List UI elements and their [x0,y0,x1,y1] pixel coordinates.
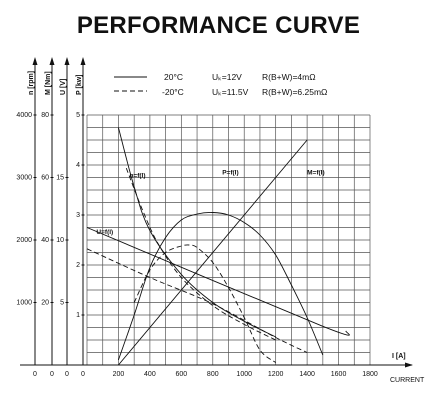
y-tick-label: 2 [76,262,80,269]
curve-nfi-solid [117,127,276,338]
curve-label: M=f(I) [307,169,325,176]
y-axis-label: n [rpm] [28,71,35,95]
x-tick-label: 0 [33,371,37,378]
y-tick-label: 3 [76,212,80,219]
y-tick-label: 4 [76,162,80,169]
y-tick-label: 20 [41,300,49,307]
y-axis-label: P [kw] [76,75,83,96]
curves [86,127,350,366]
curve-labels: n=f(I) P=f(I) M=f(I) U=f(I) [96,169,324,235]
legend-voltage-0: Uₖ=12V [212,72,242,82]
curve-ufi-solid [86,227,350,336]
y-tick-label: 1 [76,312,80,319]
x-tick-label: 0 [50,371,54,378]
chart-title: PERFORMANCE CURVE [76,12,361,39]
y-tick-label: 60 [41,175,49,182]
x-tick-label: 1600 [331,371,347,378]
curve-mfi-solid [118,139,308,366]
y-axis-arrow [64,57,70,65]
curve-label: n=f(I) [129,173,145,180]
legend: 20°C Uₖ=12V R(B+W)=4mΩ -20°C Uₖ=11.5V R(… [114,72,327,97]
y-axis-arrow [49,57,55,65]
curve-ufi-dashed [86,248,308,353]
x-tick-label: 200 [113,371,125,378]
x-tick-label: 0 [65,371,69,378]
legend-temp-1: -20°C [162,87,184,97]
y-tick-label: 5 [60,300,64,307]
curve-label: U=f(I) [96,229,113,236]
x-tick-label: 1200 [268,371,284,378]
legend-resistance-0: R(B+W)=4mΩ [262,72,316,82]
grid [86,114,371,366]
curve-nfi-dashed [125,167,276,341]
curve-pfi-dashed [133,244,276,363]
x-tick-label: 0 [81,371,85,378]
y-axis-label: M [Nm] [45,71,52,95]
x-axis-arrow [405,362,413,368]
y-tick-label: 80 [41,112,49,119]
x-axis-sublabel: CURRENT [390,377,425,384]
y-tick-label: 10 [56,237,64,244]
y-axis-arrow [80,57,86,65]
x-tick-label: 1800 [362,371,378,378]
y-axis-label: U [V] [60,79,67,95]
y-tick-label: 1000 [16,300,32,307]
legend-voltage-1: Uₖ=11.5V [212,87,249,97]
y-tick-label: 2000 [16,237,32,244]
axes [20,57,413,368]
x-tick-label: 800 [207,371,219,378]
y-tick-label: 40 [41,237,49,244]
x-tick-label: 400 [144,371,156,378]
legend-resistance-1: R(B+W)=6.25mΩ [262,87,327,97]
y-tick-label: 15 [56,175,64,182]
x-tick-label: 600 [175,371,187,378]
y-tick-label: 5 [76,112,80,119]
y-axis-arrow [32,57,38,65]
curve-pfi-solid [117,212,324,361]
x-axis-label: I [A] [392,353,406,360]
y-tick-label: 4000 [16,112,32,119]
x-tick-label: 1400 [299,371,315,378]
y-tick-label: 3000 [16,175,32,182]
legend-temp-0: 20°C [164,72,183,82]
x-tick-label: 1000 [236,371,252,378]
curve-label: P=f(I) [222,169,238,176]
